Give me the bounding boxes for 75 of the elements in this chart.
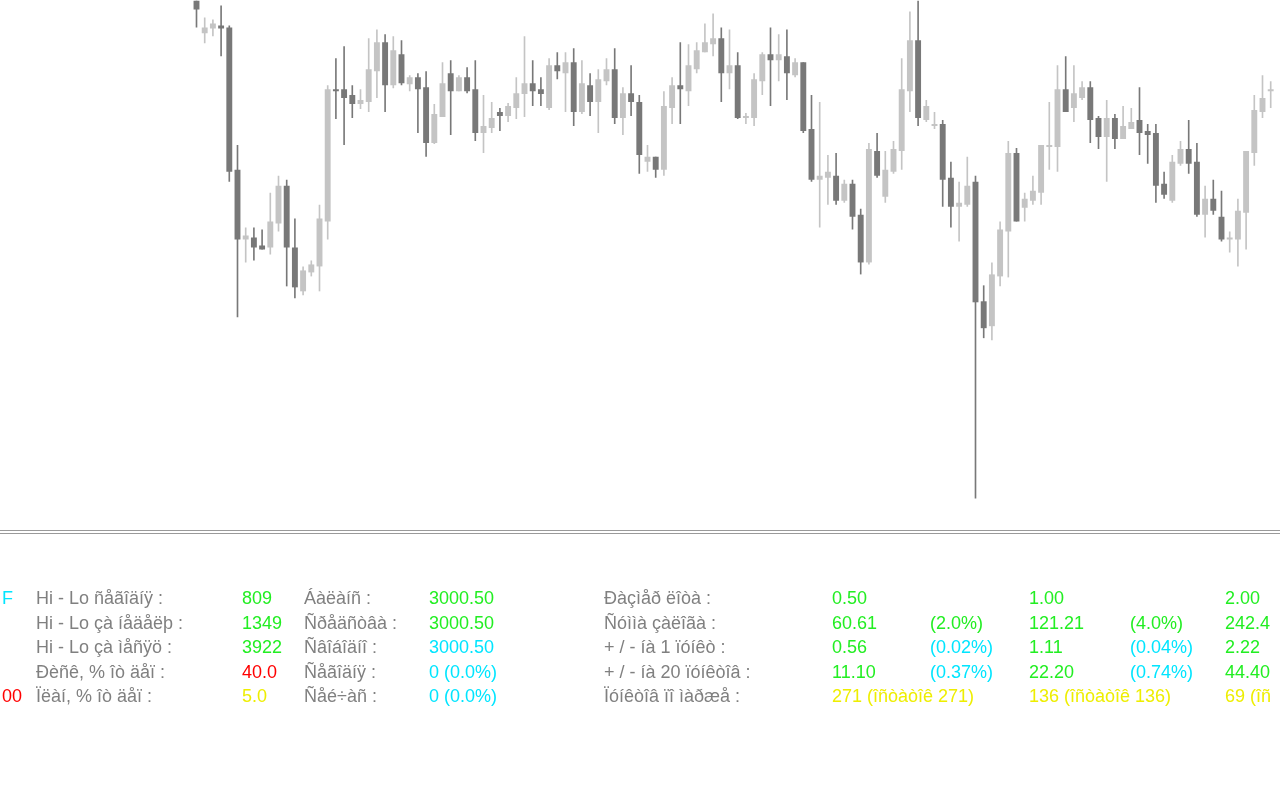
text: Ñâîáîäíî : <box>304 636 378 660</box>
text: 121.21 <box>1029 611 1085 635</box>
text: 1349 <box>242 611 283 635</box>
text: 2.22 <box>1225 636 1261 660</box>
candlestick <box>414 73 421 133</box>
text: 3922 <box>242 636 283 660</box>
text: (0.04%) <box>1130 636 1194 660</box>
text: Ñåãîäíÿ : <box>304 660 377 684</box>
candlestick <box>1103 100 1110 182</box>
text: (0.37%) <box>930 660 994 684</box>
candlestick <box>341 46 348 145</box>
text: + / - íà 1 ïóíêò : <box>604 636 726 660</box>
candlestick <box>259 229 266 250</box>
text: Ðèñê, % îò äåï : <box>36 660 166 684</box>
text: Hi - Lo ñåãîäíÿ : <box>36 587 164 610</box>
text: Ïóíêòîâ ïî ìàðæå : <box>604 685 741 709</box>
candlestick <box>775 34 782 82</box>
text: (0.02%) <box>930 636 994 660</box>
candlestick <box>824 154 831 205</box>
text: 1.00 <box>1029 587 1065 610</box>
candlestick <box>554 52 561 80</box>
candlestick <box>1046 102 1053 170</box>
text: Hi - Lo çà ìåñÿö : <box>36 636 173 660</box>
text: 0.50 <box>832 587 868 610</box>
text: 22.20 <box>1029 660 1075 684</box>
text: 271 (îñòàòîê 271) <box>832 685 975 709</box>
text: 3000.50 <box>429 587 495 610</box>
text: 69 (îñ <box>1225 685 1272 709</box>
text: 40.0 <box>242 660 278 684</box>
text: 2.00 <box>1225 587 1261 610</box>
candlestick <box>242 227 249 263</box>
candlestick <box>1267 81 1274 109</box>
text: Ñðåäñòâà : <box>304 611 398 635</box>
candlestick <box>218 5 225 57</box>
text: Áàëàíñ : <box>304 587 372 610</box>
text: 809 <box>242 587 273 610</box>
text: Ñóììà çàëîãà : <box>604 611 717 635</box>
text: F <box>2 587 13 610</box>
candlestick <box>447 60 454 135</box>
text: 0 (0.0%) <box>429 660 498 684</box>
candlestick <box>332 58 339 120</box>
text: (2.0%) <box>930 611 984 635</box>
text: 00 <box>2 685 23 709</box>
text: (0.74%) <box>1130 660 1194 684</box>
text: 136 (îñòàòîê 136) <box>1029 685 1172 709</box>
candlestick <box>1226 231 1233 253</box>
text: 3000.50 <box>429 636 495 660</box>
candlestick <box>537 77 544 107</box>
text: Hi - Lo çà íåäåëþ : <box>36 611 184 635</box>
text: 5.0 <box>242 685 268 709</box>
candlestick <box>742 113 749 124</box>
text: 1.11 <box>1029 636 1063 660</box>
text: 60.61 <box>832 611 878 635</box>
text: 3000.50 <box>429 611 495 635</box>
text: Ñåé÷àñ : <box>304 685 377 709</box>
candlestick <box>201 17 208 44</box>
text: 44.40 <box>1225 660 1271 684</box>
candlestick <box>1144 124 1151 164</box>
candlestick <box>496 108 503 131</box>
text: + / - íà 20 ïóíêòîâ : <box>604 660 751 684</box>
candlestick <box>1070 65 1077 123</box>
candlestick <box>956 181 963 242</box>
candlestick <box>529 60 536 107</box>
text: (4.0%) <box>1130 611 1184 635</box>
text: Ïëàí, % îò äåï : <box>36 685 153 709</box>
candlestick <box>816 102 823 228</box>
text: Ðàçìåð ëîòà : <box>604 587 712 610</box>
candlestick <box>710 13 717 57</box>
text: 242.4 <box>1225 611 1271 635</box>
candlestick <box>677 42 684 124</box>
candlestick <box>783 29 790 101</box>
text: 0.56 <box>832 636 868 660</box>
text: 11.10 <box>832 660 876 684</box>
candlestick <box>628 65 635 117</box>
text: 0 (0.0%) <box>429 685 498 709</box>
